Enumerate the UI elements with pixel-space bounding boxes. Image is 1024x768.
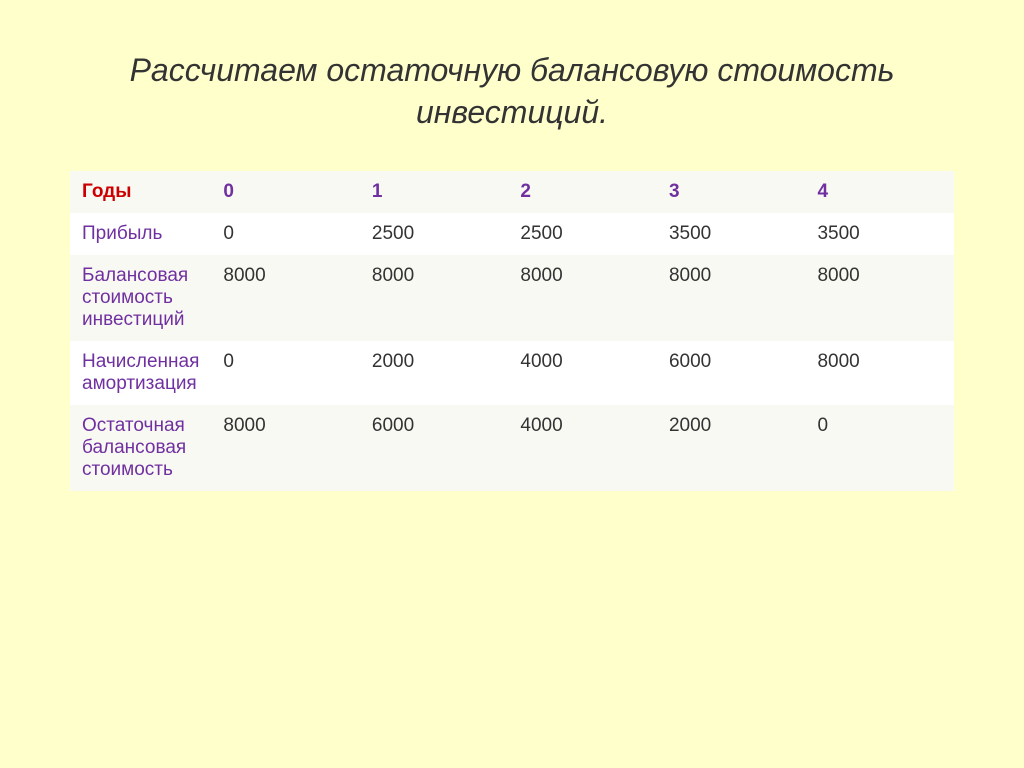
cell: 8000 xyxy=(805,341,954,405)
investment-table: Годы 0 1 2 3 4 Прибыль 0 2500 2500 3500 … xyxy=(70,171,954,491)
header-col-0: 0 xyxy=(211,171,360,213)
header-col-2: 2 xyxy=(508,171,657,213)
table-row: Балансовая стоимость инвестиций 8000 800… xyxy=(70,255,954,341)
cell: 2000 xyxy=(657,405,806,491)
cell: 8000 xyxy=(805,255,954,341)
cell: 4000 xyxy=(508,341,657,405)
cell: 8000 xyxy=(657,255,806,341)
cell: 3500 xyxy=(805,213,954,255)
cell: 8000 xyxy=(360,255,509,341)
header-col-3: 3 xyxy=(657,171,806,213)
cell: 3500 xyxy=(657,213,806,255)
cell: 6000 xyxy=(360,405,509,491)
slide-title: Рассчитаем остаточную балансовую стоимос… xyxy=(70,50,954,133)
cell: 2000 xyxy=(360,341,509,405)
row-label-book-value: Балансовая стоимость инвестиций xyxy=(70,255,211,341)
cell: 6000 xyxy=(657,341,806,405)
cell: 2500 xyxy=(360,213,509,255)
cell: 0 xyxy=(211,213,360,255)
cell: 2500 xyxy=(508,213,657,255)
cell: 0 xyxy=(805,405,954,491)
header-col-4: 4 xyxy=(805,171,954,213)
table-header-row: Годы 0 1 2 3 4 xyxy=(70,171,954,213)
cell: 0 xyxy=(211,341,360,405)
table-row: Остаточная балансовая стоимость 8000 600… xyxy=(70,405,954,491)
row-label-amortization: Начисленная амортизация xyxy=(70,341,211,405)
cell: 8000 xyxy=(508,255,657,341)
slide: Рассчитаем остаточную балансовую стоимос… xyxy=(0,0,1024,768)
header-col-1: 1 xyxy=(360,171,509,213)
header-row-label: Годы xyxy=(70,171,211,213)
row-label-profit: Прибыль xyxy=(70,213,211,255)
table-row: Прибыль 0 2500 2500 3500 3500 xyxy=(70,213,954,255)
table-row: Начисленная амортизация 0 2000 4000 6000… xyxy=(70,341,954,405)
row-label-residual: Остаточная балансовая стоимость xyxy=(70,405,211,491)
cell: 8000 xyxy=(211,405,360,491)
cell: 4000 xyxy=(508,405,657,491)
cell: 8000 xyxy=(211,255,360,341)
